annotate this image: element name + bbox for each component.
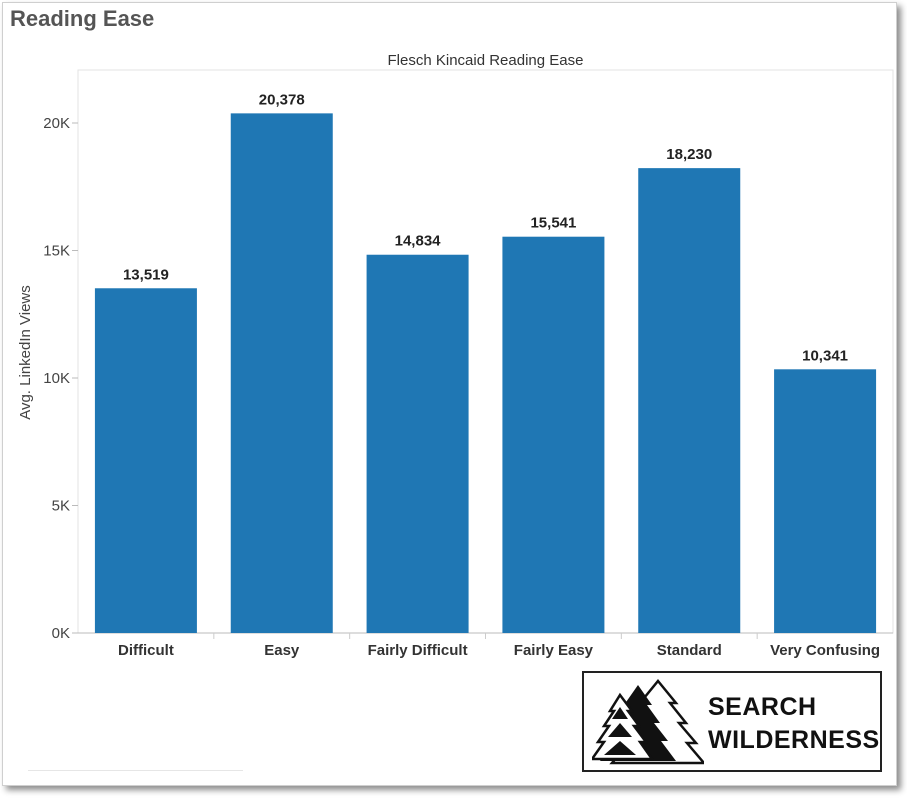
divider: [28, 770, 243, 771]
bar-standard: [638, 168, 741, 633]
x-tick-label: Standard: [657, 642, 722, 659]
x-tick-label: Difficult: [118, 642, 174, 659]
search-wilderness-logo: SEARCH WILDERNESS: [582, 671, 882, 772]
y-axis-label: Avg. LinkedIn Views: [17, 285, 34, 420]
x-tick-label: Easy: [264, 642, 300, 659]
bar-value-label: 14,834: [395, 233, 442, 250]
x-tick-label: Fairly Easy: [514, 642, 594, 659]
logo-line-1: SEARCH: [708, 693, 817, 721]
logo-line-2: WILDERNESS: [708, 726, 880, 754]
logo-wordmark: SEARCH WILDERNESS: [708, 691, 880, 757]
bar-fairly-difficult: [366, 254, 469, 633]
bar-value-label: 10,341: [802, 347, 848, 364]
pine-trees-icon: [592, 679, 704, 765]
x-tick-label: Fairly Difficult: [368, 642, 468, 659]
bar-value-label: 13,519: [123, 266, 169, 283]
bar-difficult: [94, 288, 197, 633]
bar-value-label: 18,230: [666, 146, 712, 163]
y-tick-label: 0K: [52, 625, 70, 642]
y-tick-label: 20K: [43, 115, 70, 132]
bar-value-label: 20,378: [259, 91, 305, 108]
plot-border: [77, 69, 894, 634]
bar-value-label: 15,541: [530, 215, 576, 232]
x-tick-label: Very Confusing: [770, 642, 880, 659]
y-tick-label: 5K: [52, 498, 70, 515]
y-tick-label: 15K: [43, 243, 70, 260]
dashboard-title: Reading Ease: [10, 6, 155, 31]
chart-title: Flesch Kincaid Reading Ease: [388, 52, 584, 69]
y-tick-label: 10K: [43, 370, 70, 387]
bar-very-confusing: [774, 369, 877, 633]
bar-easy: [230, 113, 333, 633]
bar-fairly-easy: [502, 236, 605, 633]
